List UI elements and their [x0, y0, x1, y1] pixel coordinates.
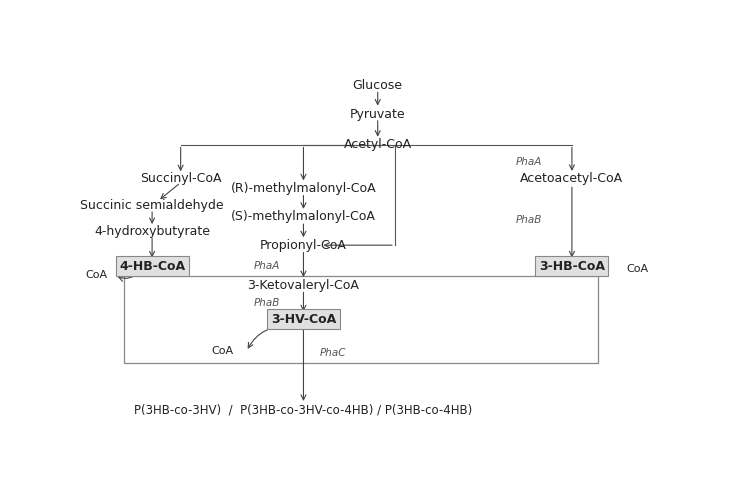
- Text: Propionyl-CoA: Propionyl-CoA: [260, 239, 347, 251]
- Text: PhaA: PhaA: [254, 261, 280, 271]
- Text: PhaB: PhaB: [516, 215, 542, 225]
- Text: PhaC: PhaC: [319, 349, 346, 358]
- Text: 3-Ketovaleryl-CoA: 3-Ketovaleryl-CoA: [248, 279, 360, 291]
- Text: (R)-methylmalonyl-CoA: (R)-methylmalonyl-CoA: [231, 182, 377, 195]
- Text: PhaA: PhaA: [516, 157, 542, 167]
- Text: 3-HV-CoA: 3-HV-CoA: [270, 313, 336, 326]
- Text: (S)-methylmalonyl-CoA: (S)-methylmalonyl-CoA: [231, 210, 376, 223]
- Text: Pyruvate: Pyruvate: [350, 107, 405, 121]
- Text: Succinyl-CoA: Succinyl-CoA: [140, 172, 221, 185]
- Text: CoA: CoA: [85, 270, 108, 280]
- Text: Acetyl-CoA: Acetyl-CoA: [343, 138, 412, 151]
- Text: Acetoacetyl-CoA: Acetoacetyl-CoA: [520, 172, 624, 185]
- Text: 3-HB-CoA: 3-HB-CoA: [539, 259, 605, 273]
- Text: Glucose: Glucose: [353, 79, 402, 92]
- Text: CoA: CoA: [626, 264, 649, 275]
- Text: 4-hydroxybutyrate: 4-hydroxybutyrate: [94, 225, 210, 239]
- Text: Succinic semialdehyde: Succinic semialdehyde: [80, 199, 224, 212]
- Text: 4-HB-CoA: 4-HB-CoA: [119, 259, 185, 273]
- Text: CoA: CoA: [212, 347, 234, 356]
- Text: P(3HB-co-3HV)  /  P(3HB-co-3HV-co-4HB) / P(3HB-co-4HB): P(3HB-co-3HV) / P(3HB-co-3HV-co-4HB) / P…: [134, 404, 472, 417]
- Text: PhaB: PhaB: [254, 298, 280, 308]
- Bar: [124, 276, 598, 363]
